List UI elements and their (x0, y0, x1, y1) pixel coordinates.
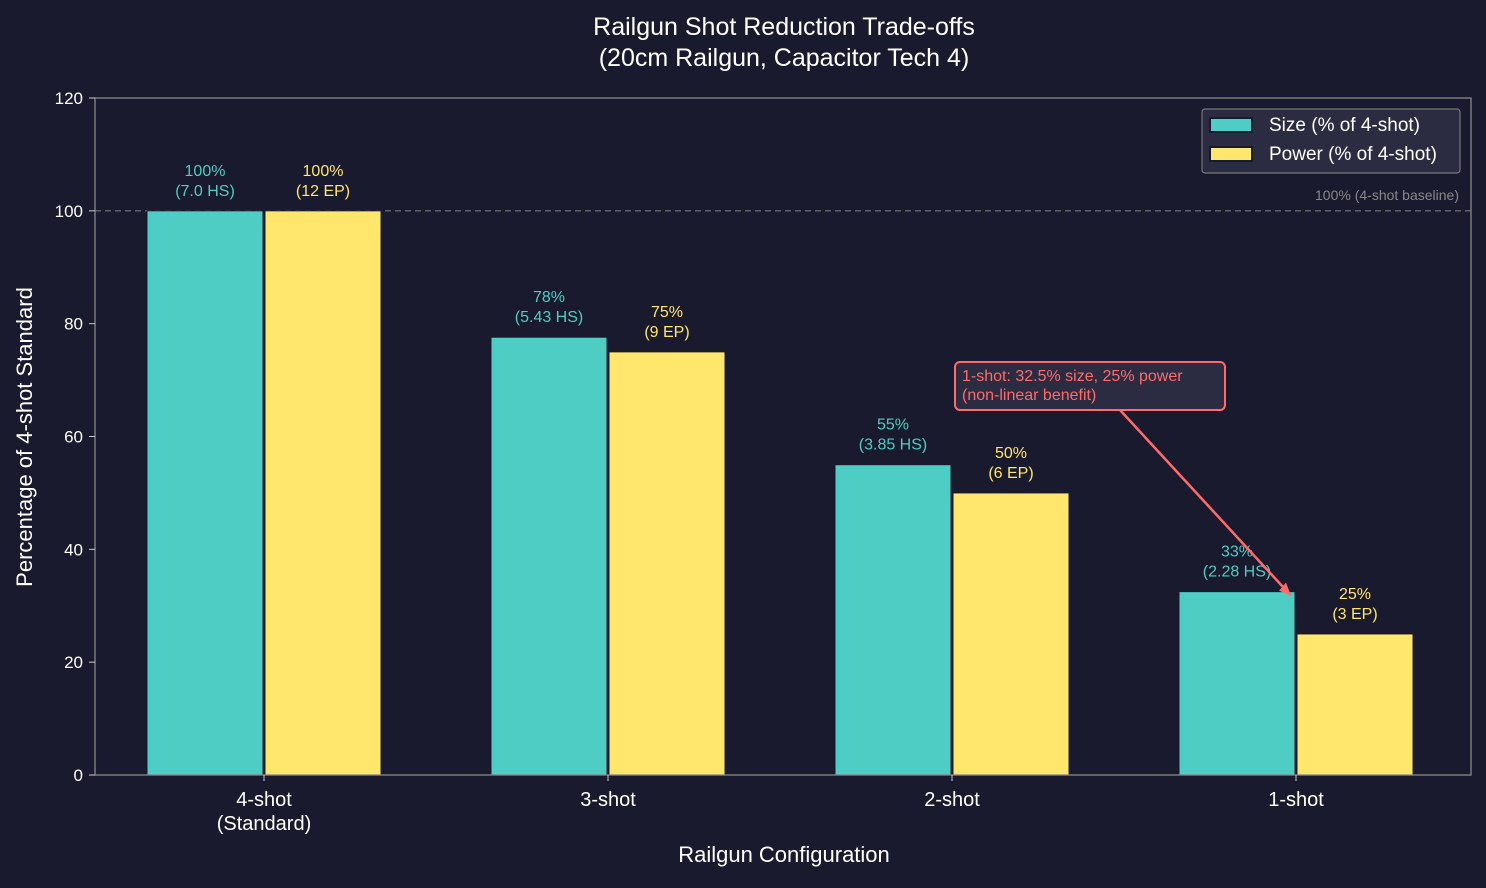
legend (1201, 108, 1461, 174)
bar-size (1178, 591, 1296, 776)
data-label: 100% (303, 163, 344, 180)
bar-size (834, 464, 952, 776)
data-label: 33% (1221, 544, 1253, 561)
x-tick-label: 2-shot (924, 789, 980, 811)
y-tick-label: 0 (74, 766, 83, 785)
data-label: (3 EP) (1332, 606, 1377, 623)
data-label: 100% (185, 163, 226, 180)
annotation-arrowhead (1279, 582, 1291, 596)
annotation-arrow (1119, 409, 1292, 597)
data-label: (9 EP) (644, 324, 689, 341)
chart-title: Railgun Shot Reduction Trade-offs (593, 13, 975, 41)
data-label: (2.28 HS) (1203, 564, 1271, 581)
y-tick-label: 60 (64, 428, 83, 447)
legend-label: Size (% of 4-shot) (1269, 115, 1420, 136)
data-label: (6 EP) (988, 465, 1033, 482)
data-label: (3.85 HS) (859, 437, 927, 454)
annotation-text: (non-linear benefit) (962, 387, 1096, 404)
data-label: (12 EP) (296, 183, 350, 200)
bar-power (1296, 633, 1414, 776)
bar-size (146, 210, 264, 776)
legend-label: Power (% of 4-shot) (1269, 144, 1437, 165)
data-label: 78% (533, 289, 565, 306)
y-tick-label: 40 (64, 540, 83, 559)
chart-subtitle: (20cm Railgun, Capacitor Tech 4) (599, 44, 970, 72)
legend-swatch (1209, 146, 1253, 162)
bar-power (952, 492, 1070, 776)
bar-size (490, 336, 608, 776)
x-tick-label: (Standard) (217, 813, 312, 835)
bar-power (608, 351, 726, 776)
data-label: 75% (651, 304, 683, 321)
x-tick-label: 1-shot (1268, 789, 1324, 811)
data-label: 55% (877, 417, 909, 434)
reference-line-label: 100% (4-shot baseline) (1315, 187, 1459, 203)
data-label: (7.0 HS) (175, 183, 235, 200)
data-label: (5.43 HS) (515, 309, 583, 326)
data-label: 50% (995, 445, 1027, 462)
bar-power (264, 210, 382, 776)
y-tick-label: 120 (55, 89, 83, 108)
y-tick-label: 20 (64, 653, 83, 672)
legend-swatch (1209, 117, 1253, 133)
x-tick-label: 3-shot (580, 789, 636, 811)
x-tick-label: 4-shot (236, 789, 292, 811)
annotation-text: 1-shot: 32.5% size, 25% power (962, 368, 1183, 385)
x-axis-label: Railgun Configuration (678, 842, 890, 867)
y-tick-label: 100 (55, 202, 83, 221)
data-label: 25% (1339, 586, 1371, 603)
annotation-box (954, 361, 1226, 411)
y-tick-label: 80 (64, 315, 83, 334)
y-axis-label: Percentage of 4-shot Standard (12, 287, 37, 587)
